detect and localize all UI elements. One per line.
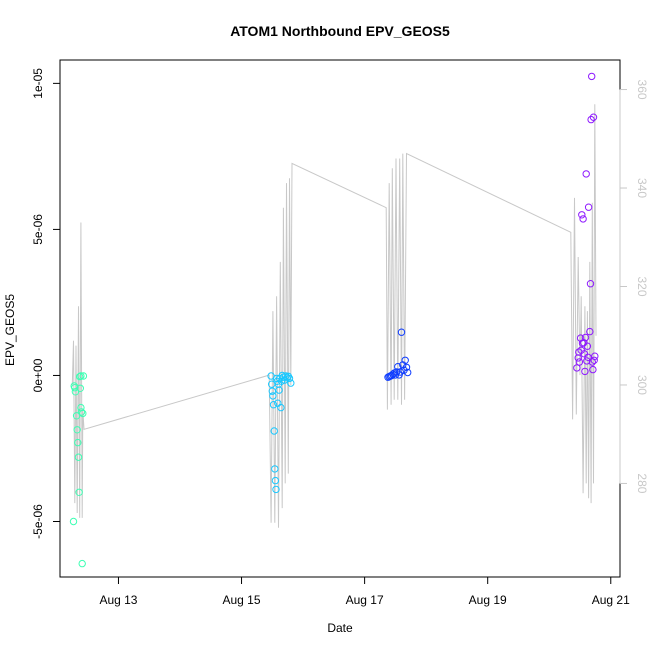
y2-tick-label-3: 320: [635, 276, 649, 296]
data-point-1-12: [77, 408, 86, 416]
x-axis-title: Date: [327, 621, 353, 635]
y2-tick-label-2: 300: [635, 375, 649, 395]
data-point-2-5: [269, 401, 278, 409]
data-point-2-3: [268, 387, 276, 395]
data-point-1-13: [78, 559, 86, 568]
data-point-1-10: [76, 384, 85, 392]
points-layer: [69, 72, 599, 568]
data-point-3-12: [397, 328, 406, 336]
data-point-4-21: [590, 356, 598, 364]
chart-title: ATOM1 Northbound EPV_GEOS5: [230, 23, 450, 39]
plot-frame: [59, 59, 621, 578]
data-point-4-19: [589, 365, 597, 374]
x-axis: Aug 13 Aug 15 Aug 17 Aug 19 Aug 21: [99, 576, 630, 607]
data-point-4-20: [589, 113, 598, 121]
data-point-2-7: [271, 465, 279, 473]
data-point-3-4: [388, 371, 396, 380]
y-axis: -5e-06 0e+00 5e-06 1e-05: [31, 68, 61, 539]
data-point-1-4: [72, 412, 81, 420]
data-point-4-2: [574, 354, 582, 362]
y-tick-label-1: -5e-06: [31, 504, 45, 539]
data-point-4-14: [586, 327, 594, 336]
data-point-1-16: [79, 372, 88, 380]
data-point-4-26: [581, 367, 589, 376]
data-point-2-4: [269, 392, 277, 400]
data-point-4-27: [584, 353, 592, 361]
data-point-4-3: [575, 358, 584, 366]
data-point-4-13: [584, 203, 593, 211]
y2-tick-label-4: 340: [635, 178, 649, 198]
y2-tick-label-1: 280: [635, 473, 649, 493]
y2-axis: 280 300 320 340 360: [619, 80, 649, 494]
data-point-2-16: [277, 403, 285, 412]
data-point-4-10: [582, 170, 590, 178]
y-axis-title: EPV_GEOS5: [3, 294, 17, 366]
data-point-1-9: [69, 517, 78, 526]
data-point-1-3: [71, 388, 80, 396]
data-point-3-13: [399, 361, 407, 369]
data-point-1-2: [71, 384, 79, 392]
x-tick-label-4: Aug 19: [469, 593, 507, 607]
data-point-1-5: [73, 426, 81, 434]
data-point-2-8: [271, 476, 280, 485]
data-point-4-22: [591, 352, 599, 360]
data-point-2-14: [275, 386, 283, 394]
data-point-4-7: [579, 215, 587, 223]
secondary-line-layer: [71, 104, 597, 528]
data-point-2-9: [272, 485, 280, 494]
data-point-4-5: [578, 211, 586, 219]
data-point-3-15: [401, 356, 409, 364]
y-tick-label-3: 5e-06: [31, 214, 45, 245]
data-point-2-6: [270, 427, 278, 435]
data-point-2-20: [280, 376, 289, 384]
data-point-4-24: [577, 346, 585, 354]
data-point-1-17: [77, 372, 85, 380]
data-point-4-11: [583, 357, 591, 365]
y2-tick-label-5: 360: [635, 80, 649, 100]
data-point-4-15: [586, 280, 595, 288]
data-point-2-21: [282, 372, 290, 380]
x-tick-label-1: Aug 13: [99, 593, 137, 607]
data-point-3-11: [396, 368, 404, 376]
y-tick-label-2: 0e+00: [31, 358, 45, 392]
data-point-3-16: [402, 363, 411, 371]
data-point-4-17: [588, 72, 596, 81]
data-point-1-7: [74, 453, 83, 461]
data-point-1-15: [79, 409, 87, 418]
data-point-4-16: [587, 115, 595, 124]
x-tick-label-3: Aug 17: [346, 593, 384, 607]
secondary-series-line: [71, 104, 597, 528]
data-point-4-25: [580, 339, 588, 347]
data-point-2-25: [287, 379, 295, 387]
x-tick-label-2: Aug 15: [223, 593, 261, 607]
y-tick-label-4: 1e-05: [31, 68, 45, 99]
data-point-3-17: [404, 368, 412, 377]
x-tick-label-5: Aug 21: [592, 593, 630, 607]
data-point-1-8: [75, 488, 83, 496]
data-point-1-6: [74, 438, 82, 447]
data-point-4-23: [575, 348, 583, 356]
data-point-2-24: [285, 374, 294, 383]
data-point-4-9: [581, 333, 590, 342]
